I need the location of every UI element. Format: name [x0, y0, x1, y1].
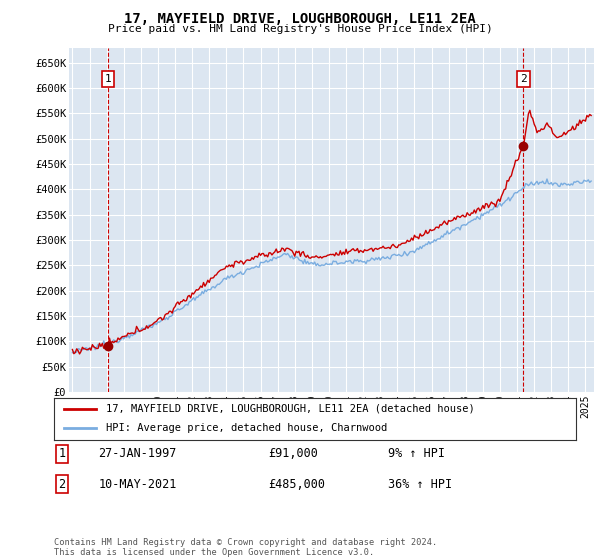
Text: £91,000: £91,000: [268, 447, 318, 460]
Text: Contains HM Land Registry data © Crown copyright and database right 2024.
This d: Contains HM Land Registry data © Crown c…: [54, 538, 437, 557]
Text: 10-MAY-2021: 10-MAY-2021: [98, 478, 177, 491]
Text: 1: 1: [104, 74, 112, 84]
Text: HPI: Average price, detached house, Charnwood: HPI: Average price, detached house, Char…: [106, 423, 388, 433]
Text: 2: 2: [520, 74, 527, 84]
Text: £485,000: £485,000: [268, 478, 325, 491]
Text: 1: 1: [58, 447, 65, 460]
Text: 9% ↑ HPI: 9% ↑ HPI: [388, 447, 445, 460]
Text: 2: 2: [58, 478, 65, 491]
Text: 36% ↑ HPI: 36% ↑ HPI: [388, 478, 452, 491]
Text: Price paid vs. HM Land Registry's House Price Index (HPI): Price paid vs. HM Land Registry's House …: [107, 24, 493, 34]
Text: 27-JAN-1997: 27-JAN-1997: [98, 447, 177, 460]
Text: 17, MAYFIELD DRIVE, LOUGHBOROUGH, LE11 2EA (detached house): 17, MAYFIELD DRIVE, LOUGHBOROUGH, LE11 2…: [106, 404, 475, 414]
Text: 17, MAYFIELD DRIVE, LOUGHBOROUGH, LE11 2EA: 17, MAYFIELD DRIVE, LOUGHBOROUGH, LE11 2…: [124, 12, 476, 26]
